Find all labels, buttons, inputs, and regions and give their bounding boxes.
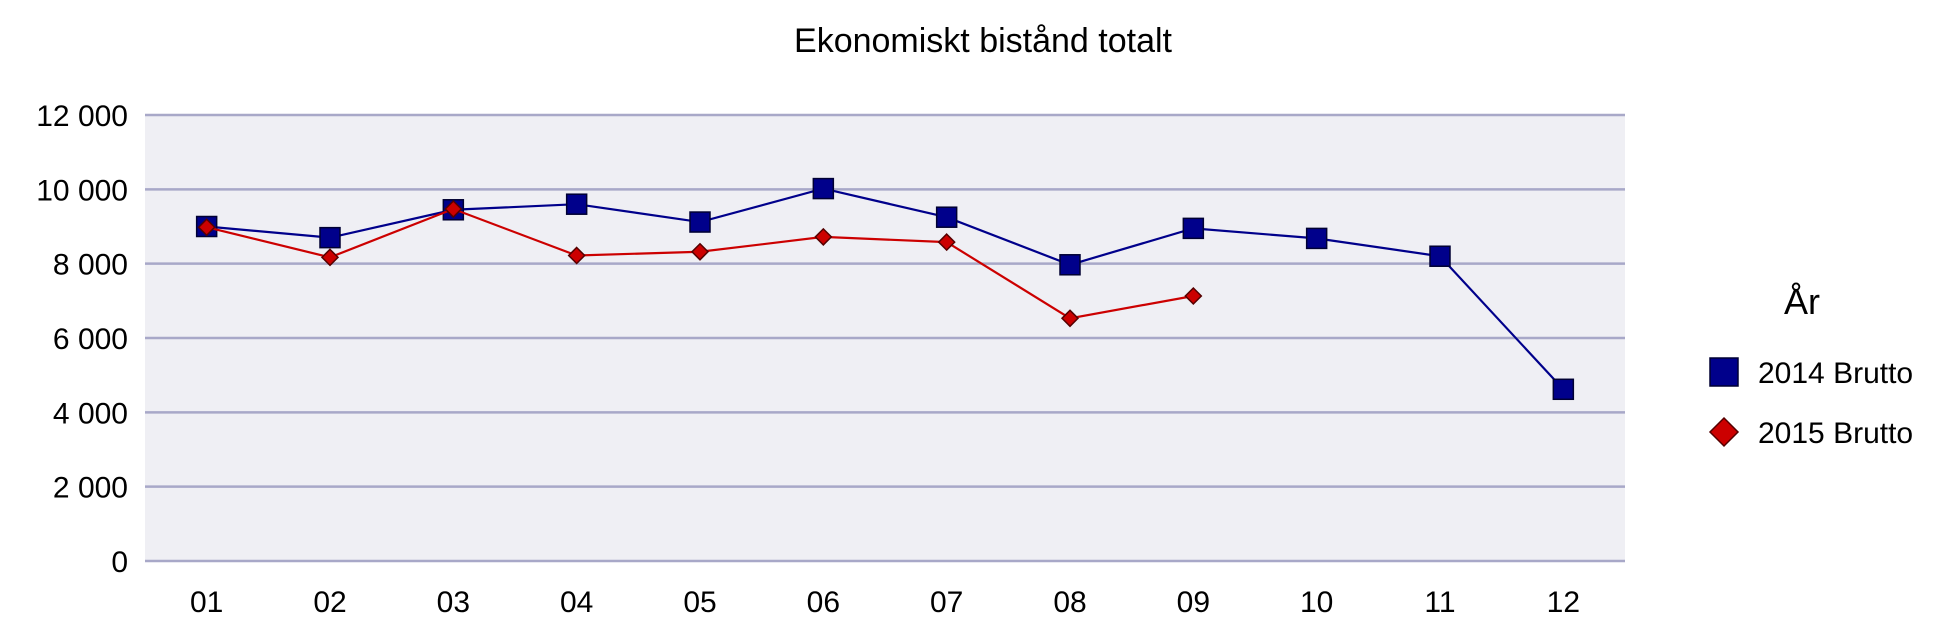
y-tick-label: 2 000 [53,472,128,505]
data-point [1184,286,1203,306]
x-tick-label: 02 [313,586,346,619]
data-point [1060,309,1080,328]
data-point [1305,227,1328,250]
x-tick-label: 05 [683,586,716,619]
y-tick-label: 0 [111,546,128,579]
series-2015-brutto [197,199,1203,328]
data-point [690,242,710,261]
legend: År 2014 Brutto 2015 Brutto [1708,281,1913,450]
x-tick-label: 03 [437,586,470,619]
y-axis: 0 2 000 4 000 6 000 8 000 10 000 12 000 [36,100,128,579]
series-line [206,187,1565,391]
x-tick-label: 09 [1177,586,1210,619]
x-tick-label: 08 [1053,586,1086,619]
data-point [444,199,463,219]
legend-marker [1708,416,1740,448]
data-point [689,211,711,233]
data-point [567,246,586,265]
data-point [812,177,835,200]
y-tick-label: 10 000 [36,174,128,207]
x-tick-label: 10 [1300,586,1333,619]
data-point [320,248,340,267]
data-point [1182,217,1205,240]
data-point [197,218,216,237]
data-point [935,206,958,228]
x-tick-label: 07 [930,586,963,619]
legend-label: 2014 Brutto [1758,357,1913,390]
chart-title: Ekonomiskt bistånd totalt [794,22,1173,60]
legend-label: 2015 Brutto [1758,417,1913,450]
x-tick-label: 11 [1424,586,1455,619]
data-point [814,227,833,246]
data-point [1429,245,1451,267]
legend-title: År [1784,281,1820,322]
x-tick-label: 12 [1547,586,1580,619]
x-tick-label: 01 [190,586,223,619]
data-point [319,226,341,249]
data-point [1059,254,1081,276]
series-layer [195,177,1575,401]
legend-marker [1709,357,1739,387]
y-tick-label: 6 000 [53,323,128,356]
grid-lines [145,113,1625,563]
data-point [937,233,956,252]
data-point [1552,378,1575,401]
y-tick-label: 4 000 [53,397,128,430]
x-tick-label: 04 [560,586,593,619]
x-tick-label: 06 [807,586,840,619]
x-axis: 01 02 03 04 05 06 07 08 09 10 11 12 [190,586,1580,619]
data-point [565,193,588,215]
y-tick-label: 8 000 [53,249,128,282]
y-tick-label: 12 000 [36,100,128,133]
